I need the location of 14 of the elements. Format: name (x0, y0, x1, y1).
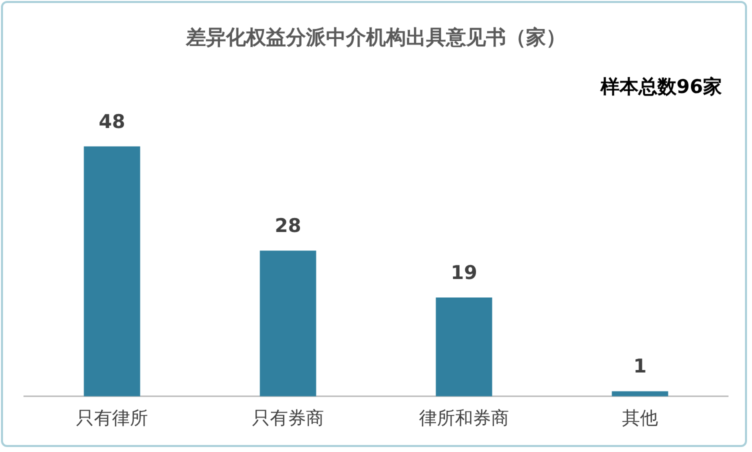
text: 样本总数96家 (600, 75, 722, 100)
data-label: 19 (450, 262, 478, 284)
bar (612, 391, 668, 396)
x-tick-label: 只有券商 (252, 408, 324, 429)
bar (84, 146, 140, 396)
bar (436, 297, 492, 396)
chart-title: 差异化权益分派中介机构出具意见书（家） (184, 24, 567, 51)
data-label: 28 (274, 215, 302, 238)
x-tick-label: 其他 (622, 408, 658, 429)
bar (260, 250, 316, 396)
data-label: 48 (98, 110, 126, 133)
x-tick-label: 律所和券商 (419, 408, 509, 429)
x-tick-label: 只有律所 (76, 408, 148, 429)
data-label: 1 (633, 356, 647, 378)
